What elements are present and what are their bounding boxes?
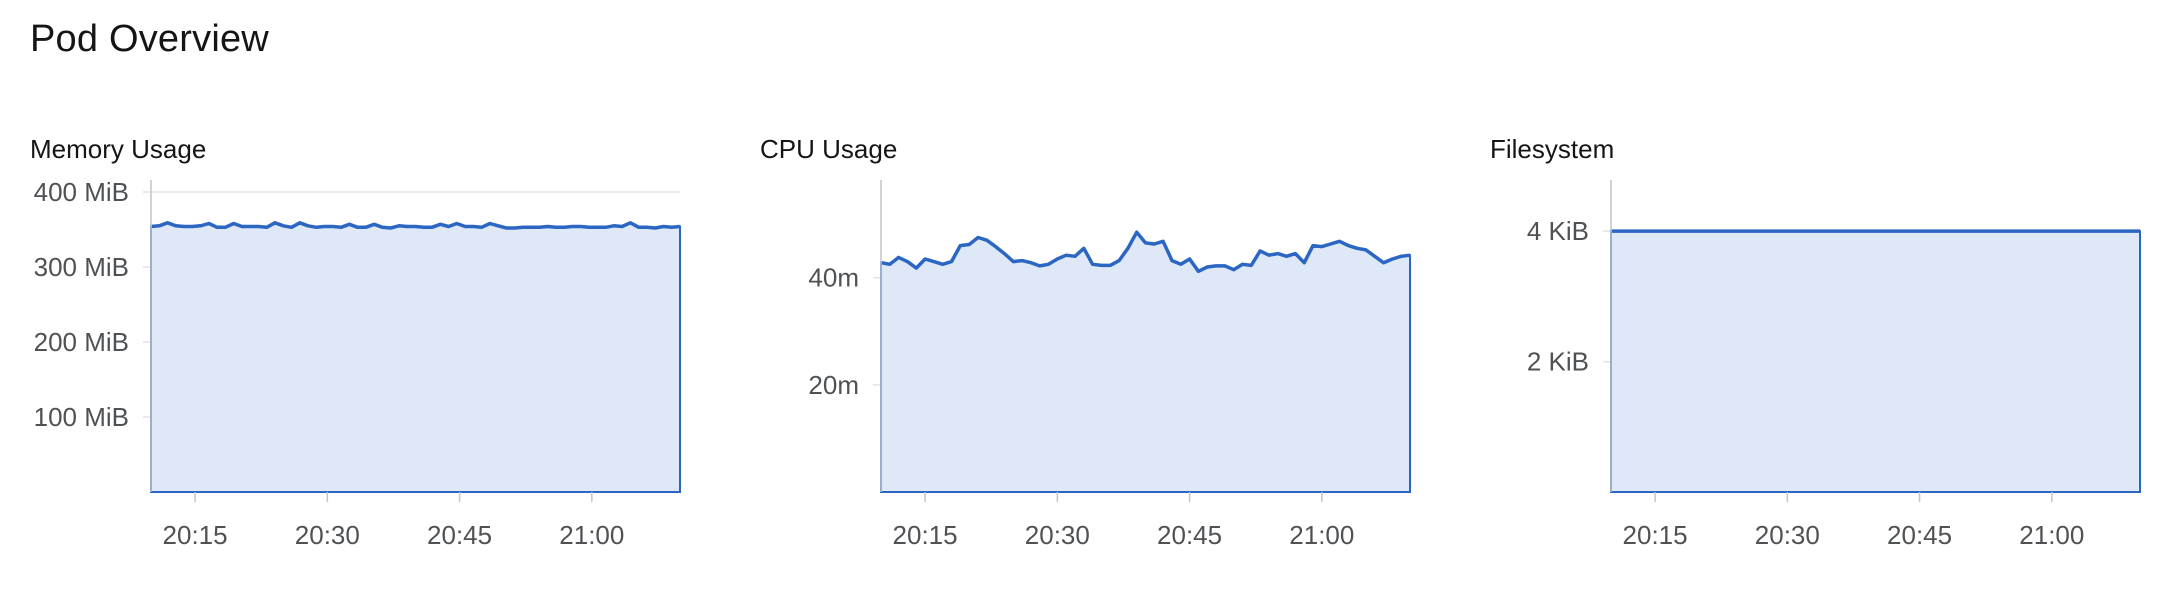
y-tick-label: 200 MiB	[34, 327, 129, 357]
x-tick-label: 20:15	[893, 520, 958, 550]
y-tick-label: 300 MiB	[34, 252, 129, 282]
cpu-usage-card: CPU Usage 20m 40m 20:15 20:30 20:45 21:00	[760, 130, 1480, 590]
series-area	[1611, 231, 2140, 492]
x-tick-label: 20:45	[427, 520, 492, 550]
cpu-usage-title: CPU Usage	[760, 134, 898, 164]
x-tick-label: 21:00	[559, 520, 624, 550]
x-tick-label: 20:30	[295, 520, 360, 550]
x-tick-label: 21:00	[1289, 520, 1354, 550]
y-tick-label: 4 KiB	[1527, 216, 1589, 246]
y-tick-label: 100 MiB	[34, 402, 129, 432]
filesystem-title: Filesystem	[1490, 134, 1615, 164]
x-tick-label: 20:30	[1755, 520, 1820, 550]
series-line	[150, 221, 681, 230]
series-area	[151, 222, 680, 493]
y-tick-label: 40m	[808, 263, 859, 293]
page-title: Pod Overview	[30, 18, 269, 60]
memory-usage-title: Memory Usage	[30, 134, 207, 164]
y-tick-label: 2 KiB	[1527, 347, 1589, 377]
cpu-usage-chart[interactable]: 20m 40m 20:15 20:30 20:45 21:00	[760, 130, 1440, 590]
x-tick-label: 20:30	[1025, 520, 1090, 550]
series-area	[881, 232, 1410, 492]
memory-usage-card: Memory Usage 100 MiB 200 MiB 300 MiB 400 Mi…	[30, 130, 750, 590]
x-tick-label: 20:45	[1887, 520, 1952, 550]
x-tick-label: 21:00	[2019, 520, 2084, 550]
x-tick-label: 20:15	[163, 520, 228, 550]
memory-usage-chart[interactable]: 100 MiB 200 MiB 300 MiB 400 MiB 20:15 20:30 20…	[30, 130, 710, 590]
x-tick-label: 20:15	[1623, 520, 1688, 550]
x-tick-label: 20:45	[1157, 520, 1222, 550]
filesystem-chart[interactable]: 2 KiB 4 KiB 20:15 20:30 20:45 21:00	[1490, 130, 2158, 590]
y-tick-label: 20m	[808, 370, 859, 400]
filesystem-card: Filesystem 2 KiB 4 KiB 20:15 20:30 20:45 21:0…	[1490, 130, 2158, 590]
series-line	[880, 230, 1411, 274]
y-tick-label: 400 MiB	[34, 177, 129, 207]
